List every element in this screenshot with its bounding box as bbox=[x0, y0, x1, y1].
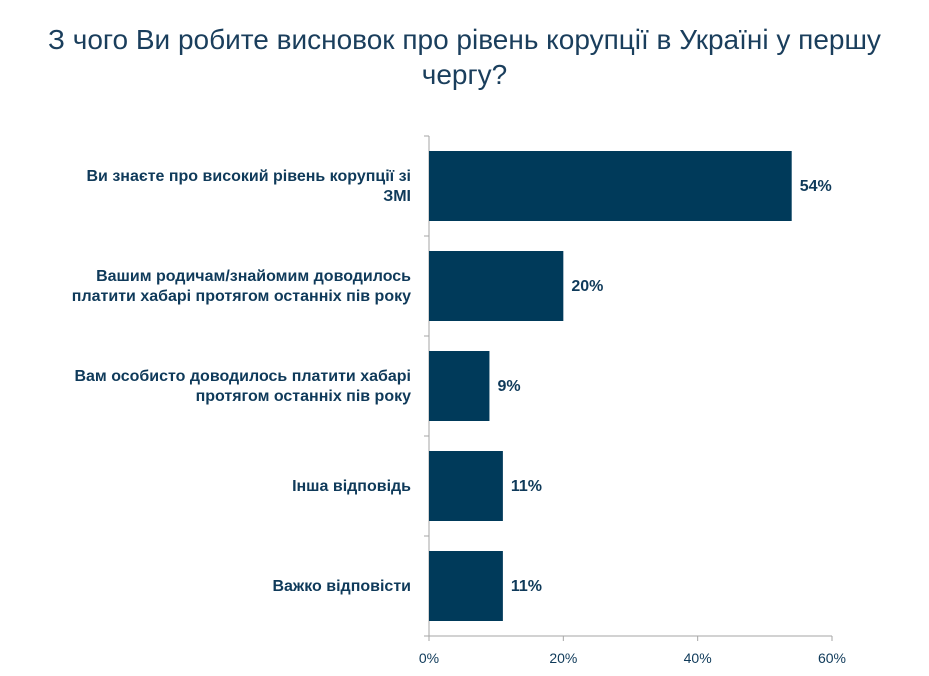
category-label: Вашим родичам/знайомим доводилось bbox=[96, 268, 411, 285]
data-label: 11% bbox=[511, 478, 542, 495]
data-label: 54% bbox=[800, 178, 832, 195]
bar bbox=[429, 251, 564, 321]
category-label: ЗМІ bbox=[383, 188, 411, 205]
data-label: 20% bbox=[571, 278, 603, 295]
bar bbox=[429, 551, 503, 621]
category-label: Інша відповідь bbox=[292, 478, 411, 495]
x-tick-label: 40% bbox=[684, 650, 712, 666]
bar bbox=[429, 151, 792, 221]
category-label: протягом останніх пів року bbox=[196, 388, 412, 405]
bar bbox=[429, 351, 490, 421]
chart-bars bbox=[429, 151, 792, 621]
category-label: Важко відповісти bbox=[272, 578, 411, 595]
chart-title: З чого Ви робите висновок про рівень кор… bbox=[48, 24, 881, 90]
x-tick-label: 60% bbox=[818, 650, 846, 666]
x-tick-label: 20% bbox=[549, 650, 577, 666]
x-tick-label: 0% bbox=[419, 650, 439, 666]
category-label: платити хабарі протягом останніх пів рок… bbox=[72, 288, 411, 305]
data-label: 9% bbox=[497, 378, 520, 395]
chart-labels: 0% 20% 40% 60% 54% Ви знаєте про високий ріве… bbox=[72, 168, 846, 666]
bar bbox=[429, 451, 503, 521]
category-label: Ви знаєте про високий рівень корупції зі bbox=[87, 168, 412, 185]
category-label: Вам особисто доводилось платити хабарі bbox=[74, 368, 411, 385]
data-label: 11% bbox=[511, 578, 542, 595]
